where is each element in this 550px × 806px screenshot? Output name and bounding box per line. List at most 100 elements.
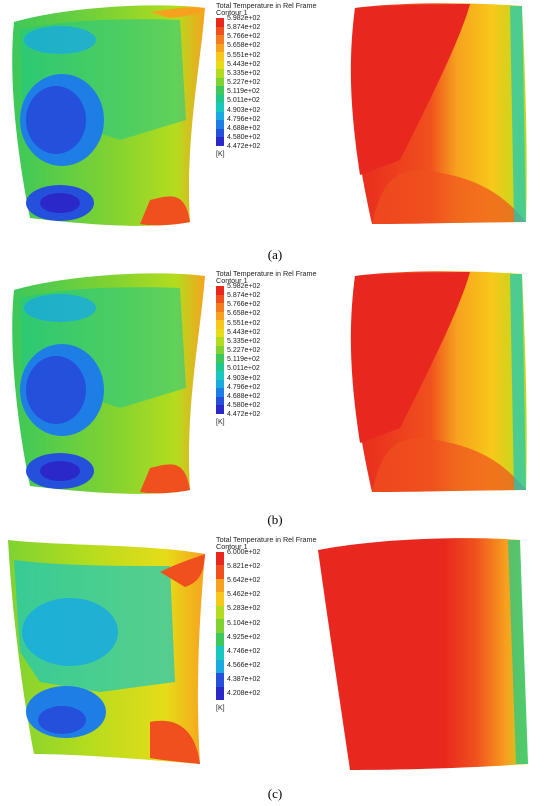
colorbar-segment	[216, 396, 224, 406]
legend-tick-label: 4.688e+02	[227, 124, 261, 132]
legend-title: Total Temperature in Rel Frame	[216, 535, 317, 544]
legend-tick-label: 4.472e+02	[227, 143, 261, 151]
legend-tick-label: 4.208e+02	[227, 690, 261, 697]
colorbar-segment	[216, 137, 224, 146]
colorbar-segment	[216, 86, 224, 95]
colorbar-segment	[216, 379, 224, 389]
colorbar-segment	[216, 69, 224, 78]
legend-tick-label: 4.746e+02	[227, 647, 261, 655]
colorbar-segment	[216, 103, 224, 112]
legend-tick-label: 4.688e+02	[227, 392, 261, 400]
legend-tick-label: 5.551e+02	[227, 319, 261, 327]
legend-tick-label: 5.658e+02	[227, 42, 261, 50]
legend-title: Total Temperature in Rel Frame	[216, 269, 317, 278]
legend-title: Total Temperature in Rel Frame	[216, 1, 317, 10]
colorbar-segment	[216, 77, 224, 87]
legend-tick-label: 5.982e+02	[227, 283, 261, 290]
colorbar-segment	[216, 128, 224, 138]
legend-tick-label: 4.796e+02	[227, 115, 261, 123]
colorbar-segment	[216, 320, 224, 329]
legend-tick-label: 5.283e+02	[227, 605, 261, 613]
legend-tick-label: 4.925e+02	[227, 633, 261, 641]
legend-tick-label: 4.387e+02	[227, 675, 261, 683]
legend-tick-label: 5.821e+02	[227, 563, 261, 571]
colorbar-segment	[216, 111, 224, 121]
panel-c: Total Temperature in Rel Frame Contour 1…	[0, 532, 550, 806]
legend-tick-label: 5.766e+02	[227, 301, 261, 309]
legend-tick-label: 6.000e+02	[227, 549, 261, 556]
blade-pressure-side-a	[12, 3, 527, 226]
legend-unit: [K]	[216, 705, 225, 712]
legend-tick-label: 4.566e+02	[227, 661, 261, 669]
colorbar-segment	[216, 659, 224, 674]
colorbar-segment	[216, 686, 224, 700]
colorbar-segment	[216, 294, 224, 304]
caption-b: (b)	[267, 512, 283, 527]
caption-c: (c)	[267, 786, 283, 801]
color-legend-c: Total Temperature in Rel Frame Contour 1…	[216, 535, 317, 712]
colorbar-segment	[216, 120, 224, 129]
legend-tick-label: 5.874e+02	[227, 292, 261, 300]
colorbar-segment	[216, 311, 224, 321]
colorbar-segment	[216, 328, 224, 338]
legend-colorbar	[216, 552, 224, 700]
legend-unit: [K]	[216, 419, 225, 426]
legend-tick-label: 5.011e+02	[227, 365, 260, 373]
legend-subtitle: Contour 1	[216, 542, 248, 552]
blade-pressure-side-b	[12, 271, 527, 494]
legend-tick-label: 5.982e+02	[227, 15, 261, 22]
colorbar-segment	[216, 354, 224, 363]
legend-tick-label: 5.011e+02	[227, 97, 260, 105]
legend-tick-label: 4.903e+02	[227, 374, 261, 382]
colorbar-segment	[216, 52, 224, 61]
legend-subtitle: Contour 1	[216, 276, 248, 286]
colorbar-segment	[216, 646, 224, 660]
colorbar-segment	[216, 26, 224, 36]
colorbar-segment	[216, 345, 224, 355]
colorbar-segment	[216, 605, 224, 620]
legend-tick-label: 5.335e+02	[227, 69, 261, 77]
legend-tick-label: 4.580e+02	[227, 133, 261, 141]
legend-tick-label: 5.119e+02	[227, 356, 260, 364]
colorbar-segment	[216, 565, 224, 579]
legend-subtitle: Contour 1	[216, 8, 248, 18]
colorbar-segment	[216, 632, 224, 647]
legend-tick-label: 5.658e+02	[227, 310, 261, 318]
colorbar-segment	[216, 18, 224, 27]
legend-tick-label: 5.766e+02	[227, 33, 261, 41]
legend-tick-label: 5.443e+02	[227, 328, 261, 336]
colorbar-segment	[216, 286, 224, 295]
legend-colorbar	[216, 286, 224, 414]
panel-b: Total Temperature in Rel Frame Contour 1…	[0, 268, 550, 532]
color-legend-b: Total Temperature in Rel Frame Contour 1…	[216, 269, 317, 426]
panel-a: Total Temperature in Rel Frame Contour 1…	[0, 0, 550, 268]
colorbar-segment	[216, 578, 224, 593]
colorbar-segment	[216, 371, 224, 380]
blade-pressure-side-c	[8, 538, 528, 770]
blade-right-surface	[318, 538, 528, 770]
colorbar-segment	[216, 303, 224, 312]
colorbar-segment	[216, 592, 224, 606]
colorbar-segment	[216, 362, 224, 372]
legend-tick-label: 4.796e+02	[227, 383, 261, 391]
legend-tick-label: 5.462e+02	[227, 591, 261, 599]
legend-tick-label: 5.443e+02	[227, 60, 261, 68]
legend-tick-label: 5.227e+02	[227, 347, 261, 355]
colorbar-segment	[216, 60, 224, 70]
legend-tick-label: 4.472e+02	[227, 411, 261, 419]
legend-tick-label: 5.874e+02	[227, 24, 261, 32]
legend-tick-label: 5.551e+02	[227, 51, 261, 59]
colorbar-segment	[216, 405, 224, 414]
legend-tick-label: 4.903e+02	[227, 106, 261, 114]
colorbar-segment	[216, 35, 224, 44]
colorbar-segment	[216, 619, 224, 633]
colorbar-segment	[216, 552, 224, 566]
legend-tick-label: 5.119e+02	[227, 88, 260, 96]
legend-tick-label: 5.335e+02	[227, 337, 261, 345]
legend-tick-label: 4.580e+02	[227, 401, 261, 409]
colorbar-segment	[216, 337, 224, 346]
color-legend-a: Total Temperature in Rel Frame Contour 1…	[216, 1, 317, 158]
legend-colorbar	[216, 18, 224, 146]
legend-tick-label: 5.642e+02	[227, 577, 261, 585]
legend-tick-label: 5.227e+02	[227, 79, 261, 87]
